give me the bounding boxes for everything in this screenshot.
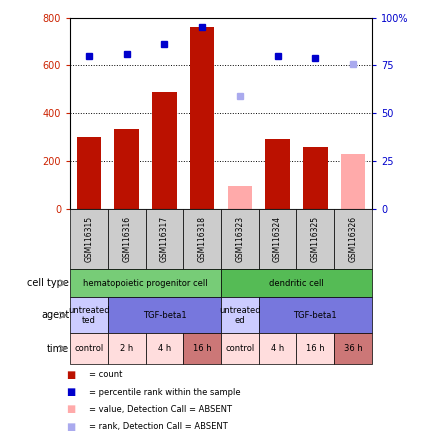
Text: GSM116318: GSM116318 <box>198 216 207 262</box>
Text: GSM116324: GSM116324 <box>273 216 282 262</box>
Bar <box>259 297 372 333</box>
Bar <box>296 209 334 269</box>
Bar <box>265 139 290 209</box>
Bar <box>221 333 259 364</box>
Text: untreated
ed: untreated ed <box>219 306 261 325</box>
Text: ■: ■ <box>66 421 75 432</box>
Bar <box>228 186 252 209</box>
Text: control: control <box>225 344 255 353</box>
Bar <box>145 209 183 269</box>
Text: hematopoietic progenitor cell: hematopoietic progenitor cell <box>83 278 208 288</box>
Text: 16 h: 16 h <box>193 344 212 353</box>
Text: dendritic cell: dendritic cell <box>269 278 324 288</box>
Bar <box>303 147 328 209</box>
Bar <box>183 333 221 364</box>
Bar <box>341 154 365 209</box>
Text: cell type: cell type <box>28 278 69 288</box>
Text: untreated
ted: untreated ted <box>68 306 110 325</box>
Bar <box>190 28 214 209</box>
Bar <box>152 92 177 209</box>
Bar <box>334 333 372 364</box>
Bar <box>70 297 108 333</box>
Text: ■: ■ <box>66 404 75 414</box>
Text: = percentile rank within the sample: = percentile rank within the sample <box>89 388 241 396</box>
Bar <box>183 209 221 269</box>
Bar <box>334 209 372 269</box>
Bar <box>70 269 221 297</box>
Text: ■: ■ <box>66 387 75 397</box>
Text: TGF-beta1: TGF-beta1 <box>294 311 337 320</box>
Text: time: time <box>47 344 69 353</box>
Bar <box>108 209 145 269</box>
Bar <box>145 333 183 364</box>
Bar <box>108 333 145 364</box>
Bar <box>259 209 296 269</box>
Text: TGF-beta1: TGF-beta1 <box>143 311 186 320</box>
Bar <box>259 333 296 364</box>
Bar <box>221 297 259 333</box>
Bar <box>70 333 108 364</box>
Text: GSM116317: GSM116317 <box>160 216 169 262</box>
Text: 36 h: 36 h <box>344 344 363 353</box>
Text: 16 h: 16 h <box>306 344 325 353</box>
Bar <box>77 137 101 209</box>
Bar <box>296 333 334 364</box>
Text: GSM116326: GSM116326 <box>348 216 357 262</box>
Text: GSM116315: GSM116315 <box>85 216 94 262</box>
Text: 2 h: 2 h <box>120 344 133 353</box>
Text: = value, Detection Call = ABSENT: = value, Detection Call = ABSENT <box>89 405 232 414</box>
Bar <box>114 129 139 209</box>
Text: agent: agent <box>41 310 69 320</box>
Text: GSM116325: GSM116325 <box>311 216 320 262</box>
Text: control: control <box>74 344 104 353</box>
Text: GSM116323: GSM116323 <box>235 216 244 262</box>
Text: = rank, Detection Call = ABSENT: = rank, Detection Call = ABSENT <box>89 422 228 431</box>
Bar <box>221 209 259 269</box>
Text: = count: = count <box>89 370 123 380</box>
Text: GSM116316: GSM116316 <box>122 216 131 262</box>
Bar <box>70 209 108 269</box>
Text: 4 h: 4 h <box>271 344 284 353</box>
Bar <box>221 269 372 297</box>
Text: ■: ■ <box>66 370 75 380</box>
Bar <box>108 297 221 333</box>
Text: 4 h: 4 h <box>158 344 171 353</box>
